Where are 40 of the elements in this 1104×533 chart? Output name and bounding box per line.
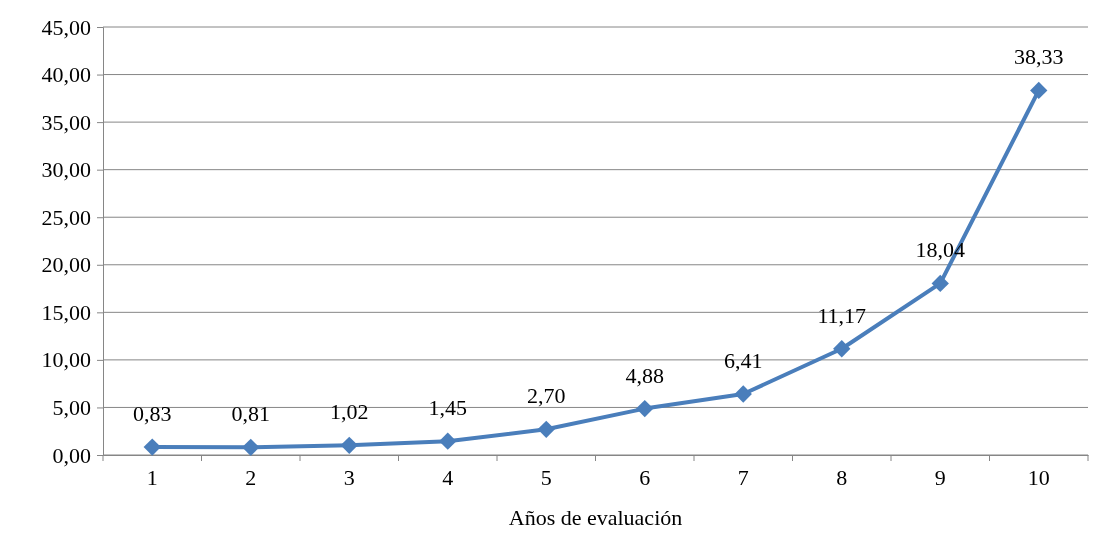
y-tick-label: 20,00 <box>41 252 91 278</box>
data-label: 4,88 <box>625 362 664 388</box>
point <box>439 432 457 450</box>
x-tick-label: 2 <box>245 464 257 490</box>
point <box>537 420 555 438</box>
x-tick-label: 7 <box>737 464 749 490</box>
point <box>340 436 358 454</box>
data-label: 0,83 <box>133 401 172 427</box>
point <box>242 438 260 456</box>
y-tick-label: 5,00 <box>52 394 91 420</box>
data-label: 2,70 <box>527 383 566 409</box>
x-tick-label: 6 <box>639 464 651 490</box>
y-tick-label: 15,00 <box>41 299 91 325</box>
x-tick-label: 10 <box>1027 464 1050 490</box>
y-tick-label: 0,00 <box>52 442 91 468</box>
x-tick-label: 5 <box>540 464 552 490</box>
point <box>1030 81 1048 100</box>
point <box>734 385 752 403</box>
x-axis-title: Años de evaluación <box>508 505 683 530</box>
y-tick-label: 45,00 <box>41 14 91 40</box>
y-tick-label: 25,00 <box>41 204 91 230</box>
x-tick-label: 4 <box>442 464 454 490</box>
point <box>833 340 851 358</box>
y-tick-label: 30,00 <box>41 157 91 183</box>
x-tick-label: 1 <box>146 464 158 490</box>
data-label: 1,02 <box>330 399 369 425</box>
y-tick-label: 10,00 <box>41 347 91 373</box>
point <box>636 399 654 418</box>
x-tick-label: 3 <box>343 464 355 490</box>
data-label: 0,81 <box>231 401 270 427</box>
x-tick-label: 8 <box>836 464 848 490</box>
data-label: 38,33 <box>1014 44 1064 70</box>
y-tick-label: 35,00 <box>41 109 91 135</box>
data-label: 11,17 <box>817 302 867 328</box>
data-label: 6,41 <box>724 348 763 374</box>
data-label: 1,45 <box>428 395 467 421</box>
point <box>143 438 161 456</box>
y-tick-label: 40,00 <box>41 62 91 88</box>
point <box>931 274 949 293</box>
x-tick-label: 9 <box>934 464 946 490</box>
